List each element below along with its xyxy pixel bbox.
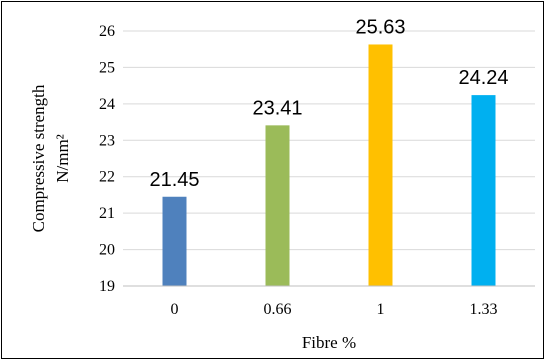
y-tick-label: 24 bbox=[99, 96, 115, 113]
y-tick-label: 23 bbox=[99, 132, 115, 149]
y-tick-labels: 19 20 21 22 23 24 25 26 bbox=[99, 23, 115, 295]
bar-2 bbox=[368, 44, 393, 286]
y-axis-title: Compressive strength N/mm² bbox=[29, 84, 72, 232]
y-tick-label: 19 bbox=[99, 278, 115, 295]
y-axis-title-line1: Compressive strength bbox=[29, 84, 48, 232]
data-label-2: 25.63 bbox=[355, 16, 405, 38]
y-tick-label: 22 bbox=[99, 169, 115, 186]
x-axis-title: Fibre % bbox=[302, 333, 356, 352]
x-tick-label: 1 bbox=[377, 301, 385, 318]
bar-0 bbox=[162, 196, 187, 286]
x-tick-label: 0.66 bbox=[264, 301, 292, 318]
y-tick-label: 21 bbox=[99, 205, 115, 222]
y-tick-label: 25 bbox=[99, 59, 115, 76]
gridlines bbox=[123, 30, 535, 251]
x-tick-label: 0 bbox=[171, 301, 179, 318]
y-axis-title-line2: N/mm² bbox=[53, 134, 72, 183]
bar-3 bbox=[471, 95, 496, 286]
bar-1 bbox=[265, 125, 290, 286]
data-label-3: 24.24 bbox=[458, 67, 508, 89]
data-label-0: 21.45 bbox=[149, 169, 199, 191]
data-labels: 21.45 23.41 25.63 24.24 bbox=[149, 16, 508, 190]
bars bbox=[162, 44, 496, 286]
y-tick-label: 20 bbox=[99, 242, 115, 259]
data-label-1: 23.41 bbox=[252, 97, 302, 119]
x-tick-labels: 0 0.66 1 1.33 bbox=[171, 301, 498, 318]
x-tick-label: 1.33 bbox=[470, 301, 498, 318]
y-tick-label: 26 bbox=[99, 23, 115, 40]
